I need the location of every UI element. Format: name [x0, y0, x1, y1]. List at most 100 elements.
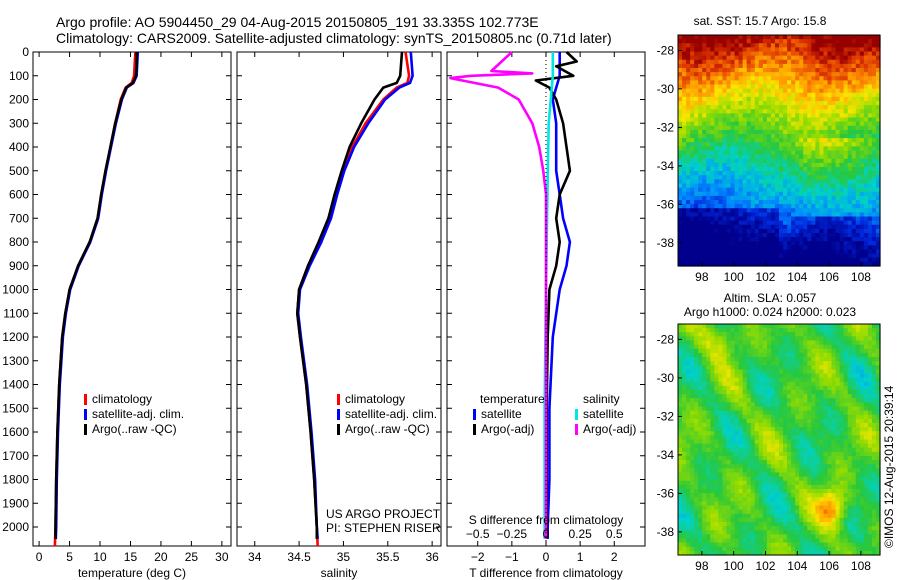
map-cell — [875, 92, 881, 98]
map-cell — [690, 179, 695, 185]
map-cell — [831, 241, 837, 246]
map-cell — [722, 414, 728, 420]
map-cell — [863, 447, 869, 453]
map-cell — [843, 134, 849, 139]
map-cell — [819, 324, 825, 329]
map-cell — [831, 39, 837, 44]
map-cell — [867, 167, 873, 172]
map-cell — [811, 336, 816, 342]
map-cell — [867, 88, 873, 94]
map-cell — [843, 129, 849, 135]
map-cell — [783, 167, 788, 172]
map-cell — [799, 332, 804, 337]
map-cell — [803, 373, 808, 379]
map-cell — [678, 357, 683, 362]
map-cell — [722, 480, 728, 486]
map-cell — [738, 451, 744, 457]
map-cell — [690, 101, 695, 106]
map-cell — [726, 460, 732, 465]
map-cell — [718, 109, 724, 114]
map-cell — [718, 418, 724, 424]
map-cell — [807, 456, 812, 461]
x-tick-label: 0 — [543, 550, 550, 564]
map-cell — [867, 336, 873, 342]
map-cell — [839, 72, 845, 77]
map-cell — [686, 402, 691, 408]
map-cell — [698, 43, 703, 48]
map-cell — [799, 167, 804, 172]
map-cell — [682, 233, 687, 238]
map-cell — [851, 224, 857, 230]
map-cell — [823, 369, 829, 375]
map-cell — [835, 468, 841, 474]
map-cell — [811, 257, 816, 263]
map-cell — [835, 39, 841, 44]
map-cell — [855, 150, 861, 156]
x-axis-label: temperature (deg C) — [78, 566, 186, 580]
map-cell — [738, 352, 744, 358]
map-cell — [770, 96, 776, 102]
map-cell — [710, 357, 715, 362]
map-cell — [811, 80, 816, 86]
map-cell — [835, 59, 841, 65]
map-cell — [678, 443, 683, 449]
map-cell — [867, 179, 873, 185]
map-cell — [827, 125, 833, 131]
map-cell — [742, 175, 748, 180]
map-cell — [718, 39, 724, 44]
map-cell — [774, 361, 780, 366]
map-cell — [706, 340, 711, 346]
map-cell — [734, 220, 740, 226]
map-cell — [795, 204, 800, 209]
map-cell — [835, 154, 841, 160]
map-cell — [791, 394, 796, 399]
map-cell — [762, 55, 768, 61]
map-cell — [827, 332, 833, 337]
map-cell — [746, 55, 752, 61]
map-cell — [770, 464, 776, 469]
map-cell — [758, 385, 764, 391]
map-cell — [686, 183, 691, 189]
map-cell — [807, 72, 812, 77]
map-cell — [819, 96, 825, 102]
difference-panel: −2 −1 0 1 2T difference from climatology−0.5… — [446, 51, 646, 580]
map-cell — [795, 464, 800, 469]
map-cell — [698, 261, 703, 267]
map-cell — [682, 35, 687, 40]
map-cell — [754, 146, 760, 152]
s-tick-label: −0.25 — [497, 527, 528, 541]
map-cell — [722, 63, 728, 69]
map-cell — [718, 113, 724, 119]
map-cell — [803, 158, 808, 164]
map-cell — [718, 88, 724, 94]
map-cell — [859, 179, 865, 185]
map-cell — [843, 336, 849, 342]
map-cell — [843, 84, 849, 90]
map-cell — [690, 88, 695, 94]
map-cell — [859, 138, 865, 143]
map-cell — [847, 328, 853, 333]
map-cell — [823, 464, 829, 469]
map-cell — [855, 439, 861, 445]
map-cell — [795, 427, 800, 432]
map-cell — [738, 435, 744, 441]
map-cell — [835, 109, 841, 114]
map-cell — [815, 191, 820, 197]
map-cell — [722, 451, 728, 457]
map-cell — [863, 414, 869, 420]
map-cell — [851, 195, 857, 201]
map-cell — [762, 435, 768, 441]
map-cell — [855, 92, 861, 98]
map-cell — [851, 476, 857, 482]
map-cell — [783, 468, 788, 474]
map-cell — [807, 237, 812, 242]
map-cell — [839, 249, 845, 255]
map-cell — [859, 344, 865, 350]
map-cell — [851, 241, 857, 246]
map-cell — [843, 390, 849, 395]
map-cell — [835, 443, 841, 449]
map-cell — [779, 220, 784, 226]
map-cell — [742, 443, 748, 449]
map-cell — [726, 113, 732, 119]
map-cell — [686, 109, 691, 114]
